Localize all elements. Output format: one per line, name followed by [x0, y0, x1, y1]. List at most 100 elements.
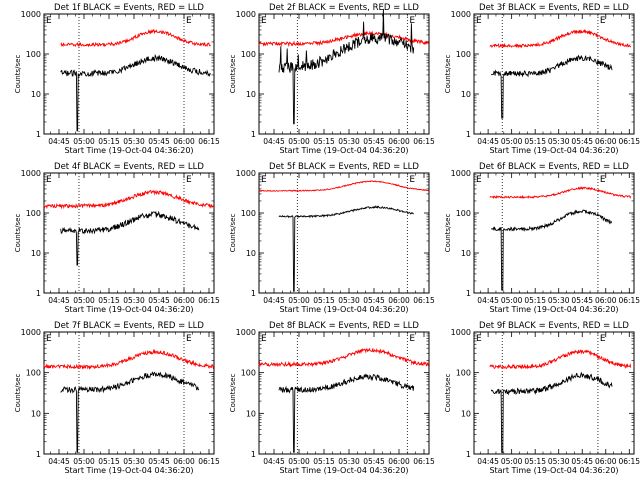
x-tick-label: 04:45: [477, 457, 499, 466]
x-tick-label: 06:00: [173, 296, 195, 305]
x-tick-label: 05:45: [571, 296, 593, 305]
x-axis-label: Start Time (19-Oct-04 04:36:20): [279, 466, 408, 475]
y-tick-label: 1000: [451, 328, 471, 337]
e-marker: E: [600, 16, 606, 26]
plot-title: Det 9f BLACK = Events, RED = LLD: [479, 321, 629, 331]
x-tick-label: 04:45: [263, 137, 285, 146]
y-tick-label: 10: [31, 90, 41, 99]
plot-frame: [258, 331, 430, 455]
x-tick-label: 05:00: [73, 457, 95, 466]
lld-series-line: [43, 348, 215, 371]
x-tick-label: 06:15: [618, 457, 640, 466]
x-tick-label: 05:30: [123, 296, 145, 305]
lld-series-line: [258, 347, 430, 368]
plot-frame: [43, 331, 215, 455]
y-axis-label: Counts/sec: [444, 55, 452, 94]
x-tick-label: 05:00: [501, 137, 523, 146]
y-tick-label: 1000: [21, 328, 41, 337]
e-marker: E: [46, 334, 52, 344]
events-series-line: [278, 8, 415, 125]
x-tick-label: 06:15: [198, 457, 220, 466]
x-tick-label: 05:00: [288, 457, 310, 466]
x-tick-label: 06:00: [388, 296, 410, 305]
x-tick-label: 05:30: [338, 296, 360, 305]
y-tick-label: 10: [31, 409, 41, 418]
plot-title: Det 4f BLACK = Events, RED = LLD: [54, 162, 204, 172]
plot-frame: [43, 172, 215, 294]
y-tick-label: 100: [241, 50, 256, 59]
y-tick-label: 1: [36, 450, 41, 459]
x-tick-label: 05:15: [524, 137, 546, 146]
y-tick-label: 10: [246, 409, 256, 418]
y-tick-label: 100: [241, 369, 256, 378]
plot-panel: Det 3f BLACK = Events, RED = LLD 1 10 100 10…: [444, 3, 640, 155]
plot-title: Det 5f BLACK = Events, RED = LLD: [269, 162, 419, 172]
x-tick-label: 05:00: [73, 296, 95, 305]
y-tick-label: 1: [251, 289, 256, 298]
y-tick-label: 1: [251, 130, 256, 139]
e-marker: E: [476, 175, 482, 185]
x-tick-label: 06:15: [198, 296, 220, 305]
y-tick-label: 10: [246, 249, 256, 258]
x-tick-label: 04:45: [263, 296, 285, 305]
events-series-line: [490, 209, 613, 291]
x-tick-label: 06:15: [413, 137, 435, 146]
e-marker: E: [409, 16, 415, 26]
x-tick-label: 04:45: [477, 296, 499, 305]
y-tick-label: 1000: [21, 169, 41, 178]
x-tick-label: 05:15: [524, 457, 546, 466]
y-axis-label: Counts/sec: [14, 374, 22, 413]
events-series-line: [60, 53, 211, 132]
y-tick-label: 1000: [451, 169, 471, 178]
x-tick-label: 05:15: [98, 137, 120, 146]
y-tick-label: 1: [36, 130, 41, 139]
e-marker: E: [409, 175, 415, 185]
plot-title: Det 6f BLACK = Events, RED = LLD: [479, 162, 629, 172]
y-axis-label: Counts/sec: [14, 214, 22, 253]
y-tick-label: 1000: [236, 328, 256, 337]
x-tick-label: 04:45: [48, 137, 70, 146]
y-tick-label: 1000: [21, 10, 41, 19]
x-tick-label: 06:00: [173, 457, 195, 466]
x-tick-label: 05:00: [288, 296, 310, 305]
x-tick-label: 05:15: [313, 137, 335, 146]
plot-title: Det 8f BLACK = Events, RED = LLD: [269, 321, 419, 331]
x-tick-label: 05:45: [148, 457, 170, 466]
x-axis-label: Start Time (19-Oct-04 04:36:20): [64, 305, 193, 314]
e-marker: E: [600, 175, 606, 185]
x-tick-label: 06:00: [595, 457, 617, 466]
plot-frame: [473, 331, 635, 455]
plot-title: Det 1f BLACK = Events, RED = LLD: [54, 3, 204, 13]
y-tick-label: 10: [31, 249, 41, 258]
y-tick-label: 100: [241, 209, 256, 218]
x-axis-label: Start Time (19-Oct-04 04:36:20): [64, 146, 193, 155]
y-axis-label: Counts/sec: [444, 214, 452, 253]
x-tick-label: 04:45: [477, 137, 499, 146]
e-marker: E: [186, 16, 192, 26]
x-tick-label: 05:45: [363, 137, 385, 146]
x-tick-label: 05:30: [338, 457, 360, 466]
x-tick-label: 06:15: [618, 137, 640, 146]
x-axis-label: Start Time (19-Oct-04 04:36:20): [279, 305, 408, 314]
events-series-line: [60, 371, 200, 453]
y-tick-label: 1000: [451, 10, 471, 19]
events-series-line: [278, 373, 415, 453]
lld-series-line: [258, 180, 429, 193]
x-axis-label: Start Time (19-Oct-04 04:36:20): [489, 466, 618, 475]
x-tick-label: 05:45: [148, 296, 170, 305]
lld-series-line: [258, 30, 429, 48]
x-tick-label: 05:00: [501, 296, 523, 305]
y-tick-label: 100: [26, 50, 41, 59]
x-tick-label: 06:00: [173, 137, 195, 146]
y-tick-label: 100: [26, 369, 41, 378]
e-marker: E: [186, 334, 192, 344]
x-tick-label: 06:00: [388, 457, 410, 466]
x-tick-label: 05:30: [338, 137, 360, 146]
plot-frame: [473, 172, 635, 294]
x-tick-label: 05:45: [363, 457, 385, 466]
y-axis-label: Counts/sec: [444, 374, 452, 413]
lld-series-line: [43, 189, 214, 210]
y-axis-label: Counts/sec: [229, 214, 237, 253]
